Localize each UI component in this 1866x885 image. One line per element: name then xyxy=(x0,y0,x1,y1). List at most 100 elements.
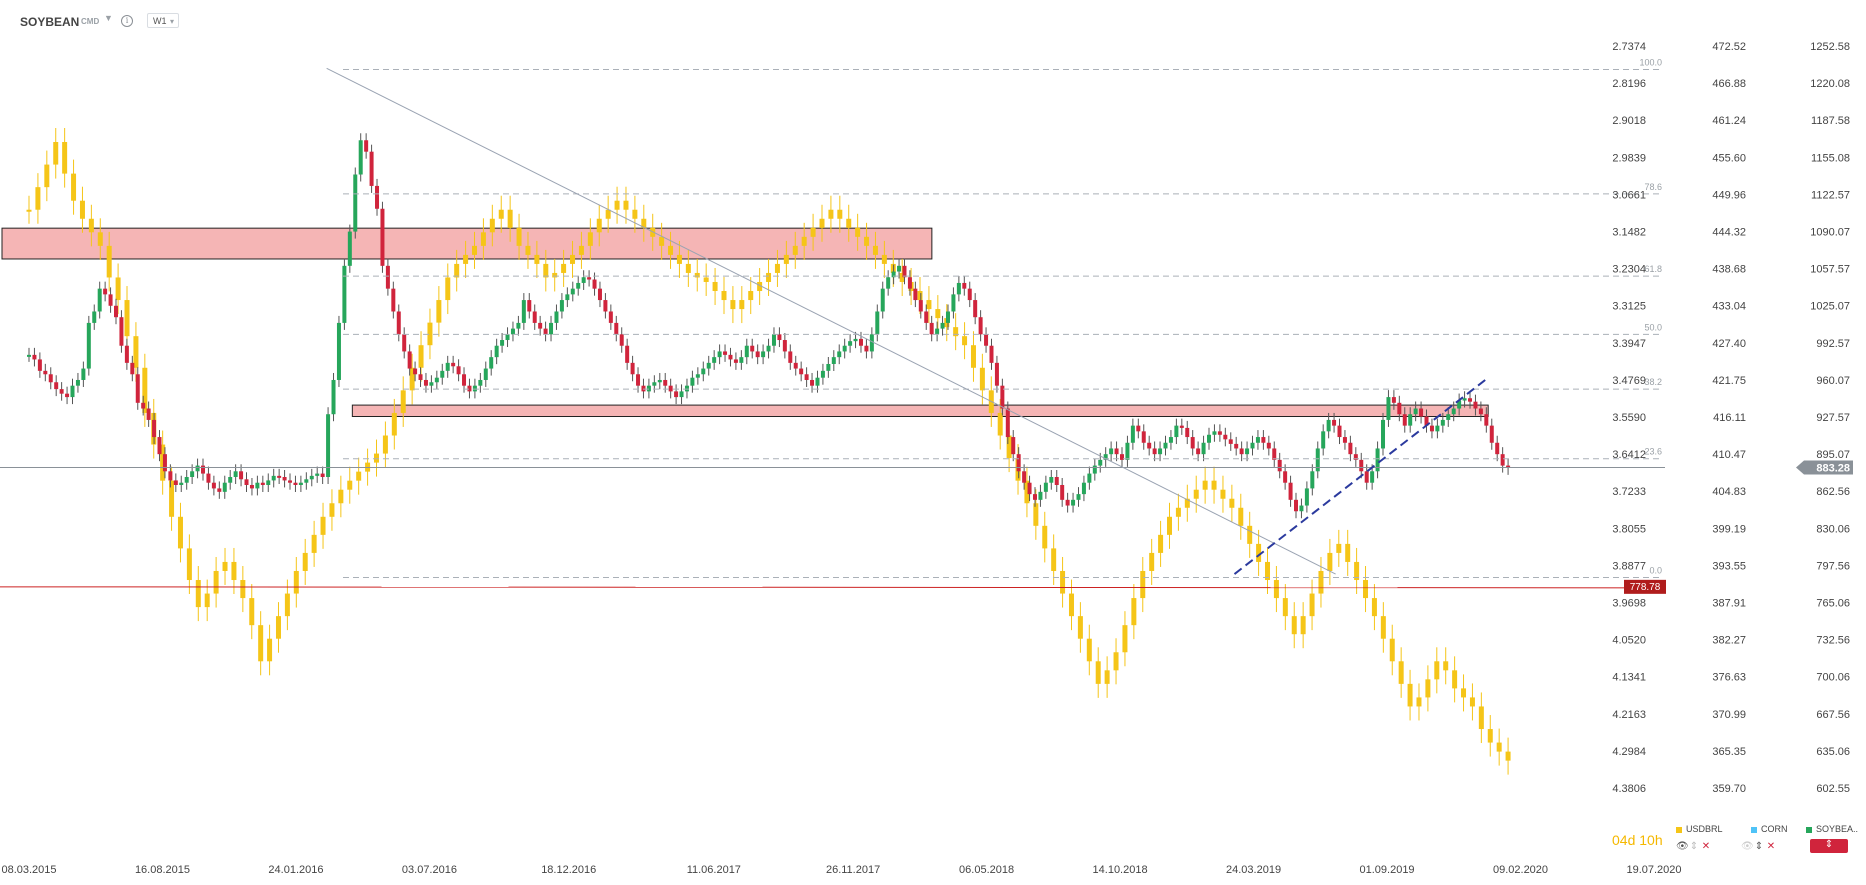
axis-mid-tick: 455.60 xyxy=(1712,152,1746,164)
soybean-candle xyxy=(984,334,989,346)
usdbrl-candle xyxy=(249,598,255,626)
soybean-candle xyxy=(1462,398,1467,401)
symbol-name[interactable]: SOYBEAN xyxy=(20,15,80,29)
soybean-candle xyxy=(1016,454,1021,472)
close-icon[interactable]: ✕ xyxy=(1701,841,1711,852)
legend-item-soybean[interactable]: SOYBEA.. xyxy=(1806,824,1858,834)
soybean-candle xyxy=(1424,416,1429,426)
usdbrl-candle xyxy=(382,435,388,454)
legend-label-corn: CORN xyxy=(1761,824,1788,834)
usdbrl-candle xyxy=(1478,706,1484,730)
soybean-candle xyxy=(364,140,369,152)
candle-timer: 04d 10h xyxy=(1612,832,1663,848)
usdbrl-swatch xyxy=(1676,826,1682,833)
time-axis-tick: 24.03.2019 xyxy=(1226,864,1281,876)
axis-mid-tick: 438.68 xyxy=(1712,264,1746,276)
usdbrl-candle xyxy=(1033,503,1039,526)
soybean-candle xyxy=(472,385,477,392)
axis-mid-tick: 466.88 xyxy=(1712,78,1746,90)
soybean-candle xyxy=(739,357,744,363)
soybean-candle xyxy=(451,362,456,367)
usdbrl-candle xyxy=(792,245,798,255)
soybean-candle xyxy=(1359,459,1364,472)
axis-right-tick: 960.07 xyxy=(1816,375,1850,387)
usdbrl-candle xyxy=(1416,697,1422,707)
info-icon[interactable]: i xyxy=(121,15,133,27)
usdbrl-candle xyxy=(1184,498,1190,508)
usdbrl-candle xyxy=(1238,507,1244,526)
soybean-candle xyxy=(81,368,86,380)
usdbrl-candles xyxy=(26,128,1511,775)
soybean-candle xyxy=(940,322,945,329)
reorder-icon[interactable]: ⇕ xyxy=(1689,841,1699,852)
usdbrl-candle xyxy=(142,367,148,413)
soybean-candle xyxy=(733,359,738,363)
soybean-candle xyxy=(592,279,597,289)
usdbrl-candle xyxy=(275,616,281,639)
soybean-candle xyxy=(723,351,728,355)
soybean-candle xyxy=(1299,505,1304,512)
soybean-candle xyxy=(1370,471,1375,483)
usdbrl-candle xyxy=(1024,480,1030,504)
soybean-candle xyxy=(440,370,445,378)
reorder-icon[interactable]: ⇕ xyxy=(1754,841,1764,852)
soybean-candle xyxy=(1054,477,1059,485)
soybean-candle xyxy=(168,471,173,481)
soybean-candle xyxy=(206,473,211,483)
soybean-candle xyxy=(124,345,129,363)
usdbrl-candle xyxy=(1282,598,1288,617)
soybean-candle xyxy=(396,311,401,335)
legend-label-soybean: SOYBEA.. xyxy=(1816,824,1859,834)
fib-level-label: 78.6 xyxy=(1644,182,1662,192)
time-axis-tick: 26.11.2017 xyxy=(826,864,880,876)
soybean-candle xyxy=(1250,442,1255,449)
support-line xyxy=(0,586,1666,589)
soybean-candle xyxy=(1109,448,1114,455)
usdbrl-candle xyxy=(525,245,531,255)
reorder-icon[interactable]: ⇕ xyxy=(1824,839,1834,850)
legend-item-corn[interactable]: CORN xyxy=(1751,824,1788,834)
eye-icon[interactable]: 👁 xyxy=(1676,841,1689,852)
axis-right-tick: 635.06 xyxy=(1816,746,1850,758)
soybean-candle xyxy=(1397,402,1402,415)
price-axes: 2.7374 472.52 1252.58 2.8196 466.88 1220.08 2.… xyxy=(1612,41,1850,795)
fib-level-label: 50.0 xyxy=(1644,322,1662,332)
soybean-candle xyxy=(1283,471,1288,483)
usdbrl-candle xyxy=(400,390,406,413)
time-axis-tick: 18.12.2016 xyxy=(541,864,596,876)
axis-mid-tick: 410.47 xyxy=(1712,449,1746,461)
soybean-candle xyxy=(97,288,102,312)
soybean-candle xyxy=(625,345,630,363)
soybean-candle xyxy=(244,479,249,485)
soybean-candle xyxy=(260,482,265,485)
eye-icon[interactable]: 👁 xyxy=(1741,841,1754,852)
usdbrl-candle xyxy=(177,516,183,549)
soybean-candle xyxy=(587,277,592,280)
usdbrl-candle xyxy=(641,218,647,228)
axis-mid-tick: 444.32 xyxy=(1712,227,1746,239)
close-icon[interactable]: ✕ xyxy=(1766,841,1776,852)
usdbrl-candle xyxy=(79,200,85,219)
soybean-candle xyxy=(543,328,548,335)
usdbrl-candle xyxy=(1327,552,1333,571)
soybean-candle xyxy=(152,419,157,438)
interval-selector[interactable]: W1 ▾ xyxy=(147,13,179,28)
soybean-candle xyxy=(114,305,119,318)
soybean-candle xyxy=(70,385,75,398)
soybean-candle xyxy=(309,475,314,480)
usdbrl-candle xyxy=(570,254,576,264)
chevron-down-icon[interactable]: ▼ xyxy=(104,13,113,23)
soybean-candle xyxy=(505,334,510,341)
usdbrl-candle xyxy=(534,254,540,264)
usdbrl-candle xyxy=(703,277,709,282)
instrument-type: CMD xyxy=(81,17,100,26)
usdbrl-candle xyxy=(819,218,825,228)
legend-item-usdbrl[interactable]: USDBRL xyxy=(1676,824,1723,834)
soybean-candle xyxy=(1413,408,1418,415)
soybean-candle xyxy=(249,484,254,489)
soybean-candle xyxy=(777,334,782,341)
soybean-candle xyxy=(1435,425,1440,432)
soybean-candle xyxy=(1484,414,1489,426)
soybean-candle xyxy=(445,362,450,371)
